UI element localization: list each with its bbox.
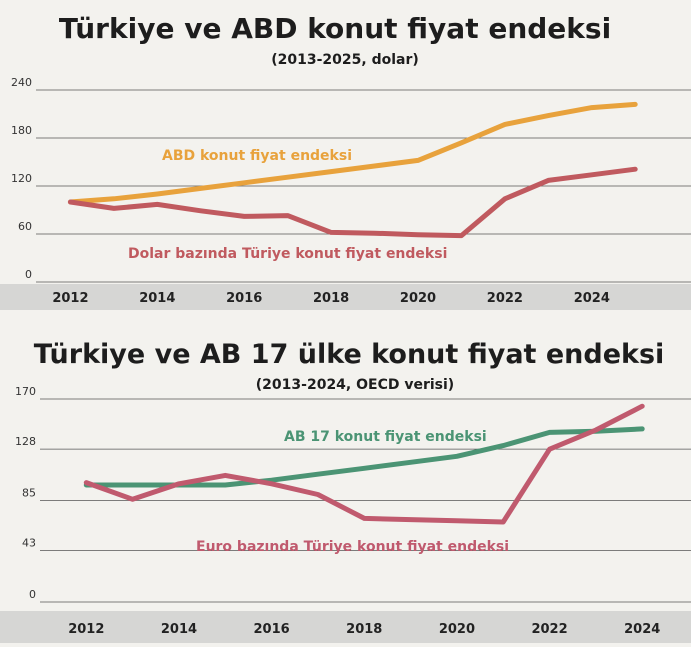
y-tick-label: 240	[11, 76, 32, 89]
x-tick-label: 2024	[574, 291, 610, 306]
x-tick-label: 2018	[313, 291, 349, 306]
chart-us-turkey: Türkiye ve ABD konut fiyat endeksi (2013…	[0, 12, 691, 310]
chart-1-y-axis: 0 60 120 180 240	[11, 76, 32, 281]
y-tick-label: 180	[11, 124, 32, 137]
chart-2-title: Türkiye ve AB 17 ülke konut fiyat endeks…	[34, 339, 665, 370]
y-tick-label: 60	[18, 220, 32, 233]
chart-1-x-axis: 2012 2014 2016 2018 2020 2022 2024	[52, 291, 610, 306]
chart-eu-turkey: Türkiye ve AB 17 ülke konut fiyat endeks…	[0, 339, 691, 643]
us-index-label: ABD konut fiyat endeksi	[162, 148, 352, 164]
chart-2-y-axis: 0 43 85 128 170	[15, 385, 36, 601]
x-tick-label: 2018	[346, 622, 382, 637]
chart-2-subtitle: (2013-2024, OECD verisi)	[256, 377, 454, 393]
chart-2-grid	[40, 398, 691, 603]
chart-1-x-axis-band	[0, 284, 691, 310]
series-line-2	[83, 403, 645, 525]
y-tick-label: 43	[22, 537, 36, 550]
x-tick-label: 2012	[52, 291, 88, 306]
x-tick-label: 2012	[68, 622, 104, 637]
x-tick-label: 2024	[624, 622, 660, 637]
x-tick-label: 2022	[487, 291, 523, 306]
x-tick-label: 2020	[439, 622, 475, 637]
turkey-eur-index-label: Euro bazında Türiye konut fiyat endeksi	[196, 539, 509, 555]
y-tick-label: 170	[15, 385, 36, 398]
series-line-2	[67, 166, 638, 239]
x-tick-label: 2016	[254, 622, 290, 637]
x-tick-label: 2016	[226, 291, 262, 306]
eu17-index-label: AB 17 konut fiyat endeksi	[284, 429, 487, 445]
chart-2-x-axis-band	[0, 611, 691, 643]
y-tick-label: 128	[15, 435, 36, 448]
chart-1-series	[67, 101, 638, 239]
chart-2-series	[83, 403, 645, 525]
y-tick-label: 0	[29, 588, 36, 601]
chart-1-subtitle: (2013-2025, dolar)	[271, 52, 419, 68]
y-tick-label: 120	[11, 172, 32, 185]
y-tick-label: 0	[25, 268, 32, 281]
series-line-1	[67, 101, 638, 205]
turkey-usd-index-label: Dolar bazında Türiye konut fiyat endeksi	[128, 246, 447, 262]
x-tick-label: 2022	[531, 622, 567, 637]
chart-2-x-axis: 2012 2014 2016 2018 2020 2022 2024	[68, 622, 660, 637]
x-tick-label: 2014	[161, 622, 197, 637]
y-tick-label: 85	[22, 487, 36, 500]
x-tick-label: 2020	[400, 291, 436, 306]
chart-1-title: Türkiye ve ABD konut fiyat endeksi	[59, 12, 611, 45]
x-tick-label: 2014	[139, 291, 175, 306]
